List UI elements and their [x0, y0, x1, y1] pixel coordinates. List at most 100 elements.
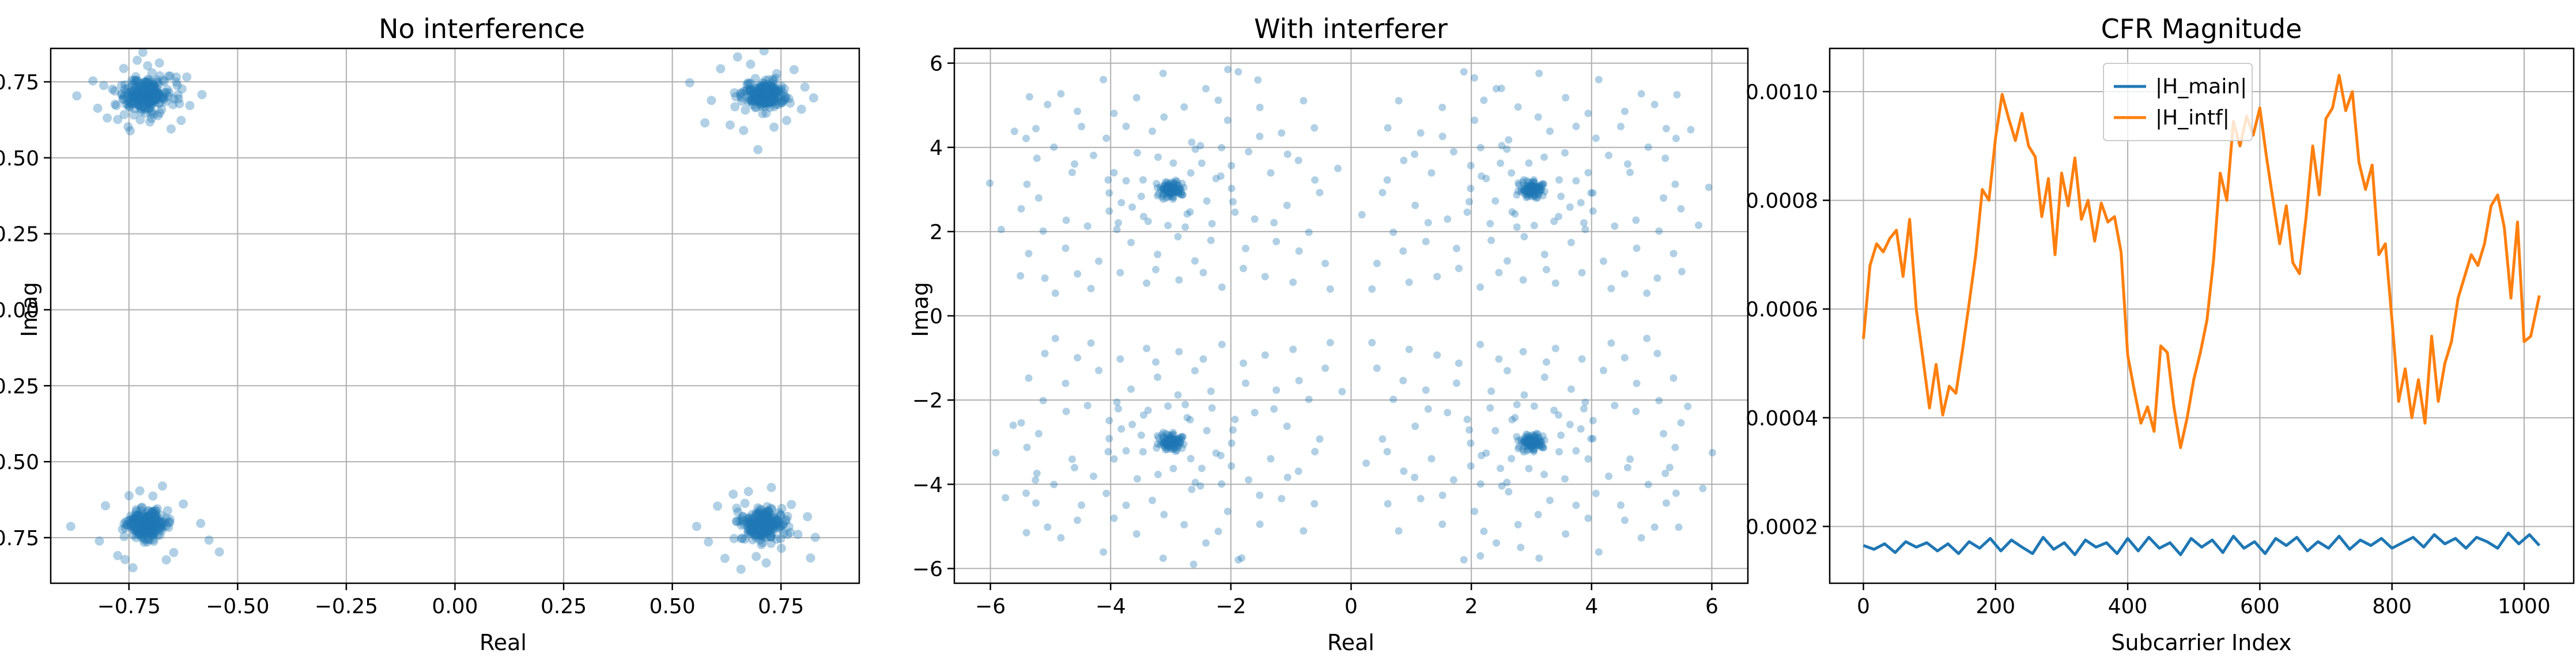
scatter-point	[767, 82, 777, 92]
scatter-point	[1530, 402, 1538, 410]
scatter-point	[777, 98, 786, 108]
scatter-point	[1525, 186, 1533, 194]
scatter-point	[143, 84, 153, 94]
scatter-point	[1523, 182, 1531, 190]
scatter-point	[1217, 172, 1225, 180]
scatter-point	[133, 76, 142, 86]
scatter-point	[738, 534, 747, 543]
scatter-point	[1117, 425, 1125, 433]
scatter-point	[1166, 191, 1174, 199]
scatter-point	[784, 522, 794, 531]
scatter-point	[1166, 434, 1174, 442]
scatter-point	[762, 516, 772, 526]
scatter-point	[1198, 465, 1206, 473]
x-tick-label: 0.25	[541, 595, 587, 618]
scatter-point	[134, 518, 144, 528]
scatter-point	[157, 526, 167, 535]
scatter-point	[1523, 185, 1531, 193]
scatter-point	[764, 516, 774, 526]
scatter-point	[1170, 439, 1178, 447]
scatter-point	[1524, 436, 1532, 444]
scatter-point	[1538, 180, 1546, 188]
scatter-point	[1169, 438, 1177, 446]
scatter-point	[1188, 138, 1196, 146]
scatter-point	[1531, 187, 1539, 195]
scatter-point	[154, 88, 164, 98]
scatter-point	[749, 523, 759, 532]
scatter-point	[1270, 405, 1278, 413]
scatter-point	[127, 515, 137, 524]
scatter-point	[1524, 437, 1532, 445]
scatter-point	[136, 524, 146, 534]
scatter-point	[763, 514, 773, 523]
scatter-point	[1467, 184, 1475, 192]
scatter-point	[1168, 439, 1176, 447]
scatter-point	[1168, 185, 1176, 193]
scatter-point	[1389, 228, 1397, 236]
scatter-point	[750, 91, 760, 101]
scatter-point	[156, 518, 166, 528]
scatter-point	[1539, 191, 1547, 199]
scatter-point	[757, 520, 766, 530]
scatter-point	[759, 90, 769, 100]
scatter-point	[1529, 176, 1538, 184]
scatter-point	[754, 86, 764, 96]
scatter-point	[176, 116, 186, 125]
scatter-point	[1163, 178, 1171, 186]
scatter-point	[764, 507, 774, 517]
scatter-point	[776, 534, 785, 543]
scatter-point	[743, 78, 753, 88]
scatter-point	[157, 518, 167, 527]
scatter-point	[1041, 274, 1049, 282]
scatter-point	[1539, 432, 1547, 440]
scatter-point	[736, 91, 746, 101]
scatter-point	[1523, 440, 1531, 448]
scatter-point	[766, 93, 776, 103]
scatter-point	[1675, 523, 1683, 531]
scatter-point	[1616, 123, 1625, 130]
scatter-point	[1234, 556, 1242, 564]
scatter-point	[763, 90, 773, 100]
scatter-point	[163, 85, 172, 95]
scatter-point	[1168, 446, 1176, 453]
scatter-point	[136, 95, 146, 105]
scatter-point	[133, 55, 142, 65]
scatter-point	[766, 81, 776, 91]
scatter-point	[1168, 439, 1176, 447]
scatter-point	[748, 520, 758, 530]
scatter-point	[1542, 358, 1550, 366]
scatter-point	[119, 519, 129, 528]
x-axis-label-panel-2: Real	[1327, 630, 1374, 655]
scatter-point	[160, 88, 169, 97]
scatter-point	[134, 86, 143, 96]
scatter-point	[1532, 187, 1539, 195]
scatter-point	[126, 126, 135, 135]
scatter-point	[796, 104, 806, 114]
scatter-point	[143, 518, 153, 527]
scatter-point	[746, 523, 756, 533]
scatter-point	[164, 518, 174, 527]
scatter-point	[1172, 185, 1180, 193]
scatter-point	[1172, 185, 1180, 193]
scatter-point	[1165, 444, 1173, 452]
axes-frame	[1829, 47, 2575, 584]
scatter-point	[1166, 184, 1174, 192]
scatter-point	[137, 95, 147, 105]
scatter-point	[1154, 153, 1162, 161]
scatter-point	[762, 92, 772, 101]
scatter-point	[149, 92, 159, 101]
scatter-point	[1525, 436, 1533, 444]
x-tick-label: 2	[1465, 595, 1478, 618]
scatter-point	[1438, 103, 1446, 111]
scatter-point	[1529, 186, 1537, 194]
scatter-point	[1140, 411, 1147, 419]
scatter-point	[1105, 207, 1113, 215]
scatter-point	[1529, 446, 1538, 454]
scatter-point	[1168, 438, 1176, 446]
scatter-point	[1169, 187, 1177, 194]
scatter-point	[1166, 433, 1174, 441]
scatter-point	[154, 58, 164, 68]
scatter-point	[121, 100, 131, 109]
scatter-point	[754, 521, 763, 531]
scatter-point	[138, 527, 148, 537]
